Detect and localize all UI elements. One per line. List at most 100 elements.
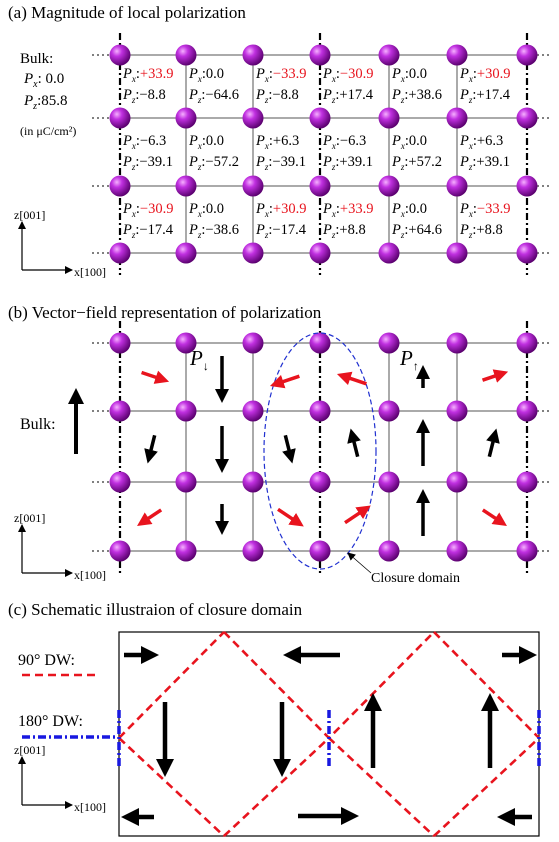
pz-value: Pz:−39.1 (256, 154, 306, 172)
pz-value: Pz:+39.1 (460, 154, 510, 172)
px-value: Px:−30.9 (323, 66, 374, 84)
legend-dw-samples (22, 673, 116, 739)
polarization-arrow-red (277, 507, 304, 527)
axis-x-c: x[100] (74, 800, 106, 814)
pz-value: Pz:−57.2 (189, 154, 239, 172)
atom (175, 540, 197, 562)
atom (242, 332, 264, 354)
atom (446, 540, 468, 562)
p-up-label: P↑ (400, 346, 419, 374)
axis-z-c: z[001] (14, 743, 46, 757)
polarization-arrow-red (141, 370, 170, 384)
closure-domain-pointer (347, 552, 372, 574)
panel-b-title: (b) Vector−field representation of polar… (8, 303, 322, 322)
atom (378, 44, 400, 66)
polarization-arrow-red (481, 508, 507, 526)
atom (109, 242, 131, 264)
atom (516, 332, 538, 354)
panel-b-arrows (137, 356, 509, 536)
axis-x-a: x[100] (74, 265, 106, 279)
px-value: Px:0.0 (189, 133, 225, 151)
atom (378, 540, 400, 562)
polarization-arrow (347, 428, 361, 458)
bulk-label: Bulk: (20, 51, 54, 67)
atom (309, 471, 331, 493)
atom (446, 107, 468, 129)
atom (446, 242, 468, 264)
pz-value: Pz:+38.6 (392, 87, 442, 105)
atom (516, 471, 538, 493)
atom (309, 44, 331, 66)
pz-value: Pz:−39.1 (123, 154, 173, 172)
pz-value: Pz:−8.8 (256, 87, 299, 105)
atom (309, 540, 331, 562)
panel-a-title: (a) Magnitude of local polarization (8, 3, 246, 22)
atom (446, 175, 468, 197)
atom (378, 242, 400, 264)
panel-c-axes (18, 756, 73, 809)
pz-value: Pz:−64.6 (189, 87, 239, 105)
atom (242, 540, 264, 562)
pz-value: Pz:+17.4 (323, 87, 373, 105)
panel-c-arrows (121, 646, 537, 826)
atom (516, 175, 538, 197)
pz-value: Pz:+17.4 (460, 87, 510, 105)
atom (242, 242, 264, 264)
pz-value: Pz:−38.6 (189, 222, 239, 240)
atom (242, 471, 264, 493)
pz-value: Pz:+57.2 (392, 154, 442, 172)
atom (446, 471, 468, 493)
px-value: Px:0.0 (189, 66, 225, 84)
atom (309, 332, 331, 354)
px-value: Px:+6.3 (460, 133, 504, 151)
pz-value: Pz:−17.4 (123, 222, 173, 240)
atom (242, 175, 264, 197)
dw180-lines (117, 710, 541, 766)
atom (175, 175, 197, 197)
atom (175, 242, 197, 264)
polarization-arrow (282, 434, 296, 464)
axis-x-b: x[100] (74, 568, 106, 582)
px-value: Px:0.0 (392, 201, 428, 219)
axis-z-a: z[001] (14, 208, 46, 222)
closure-domain-ellipse (263, 332, 377, 570)
atom (516, 44, 538, 66)
atom (309, 107, 331, 129)
panel-a-axes (18, 221, 73, 274)
px-value: Px:−33.9 (460, 201, 511, 219)
atom (516, 107, 538, 129)
px-value: Px:+30.9 (256, 201, 307, 219)
atom (516, 242, 538, 264)
atom (109, 175, 131, 197)
polarization-arrow-red (344, 505, 371, 525)
atom (242, 107, 264, 129)
panel-a-lattice (92, 33, 552, 275)
bulk-px: Px: 0.0 (24, 71, 65, 90)
panel-b-axes (18, 524, 73, 577)
atom (109, 471, 131, 493)
px-value: Px:0.0 (189, 201, 225, 219)
atom (378, 400, 400, 422)
atom (109, 540, 131, 562)
pz-value: Pz:−17.4 (256, 222, 306, 240)
atom (446, 400, 468, 422)
atom (309, 242, 331, 264)
px-value: Px:0.0 (392, 66, 428, 84)
atom (378, 107, 400, 129)
axis-z-b: z[001] (14, 511, 46, 525)
closure-domain-label: Closure domain (371, 571, 461, 586)
atom (175, 107, 197, 129)
legend-dw90-label: 90° DW: (18, 652, 75, 669)
pz-value: Pz:−8.8 (123, 87, 166, 105)
panel-b-lattice (92, 321, 552, 573)
atom (309, 175, 331, 197)
atom (446, 332, 468, 354)
px-value: Px:+30.9 (460, 66, 511, 84)
units-label: (in μC/cm²) (20, 124, 77, 138)
atom (175, 332, 197, 354)
atom (242, 44, 264, 66)
bulk-pz: Pz:85.8 (24, 93, 68, 112)
atom (378, 175, 400, 197)
atom (516, 400, 538, 422)
